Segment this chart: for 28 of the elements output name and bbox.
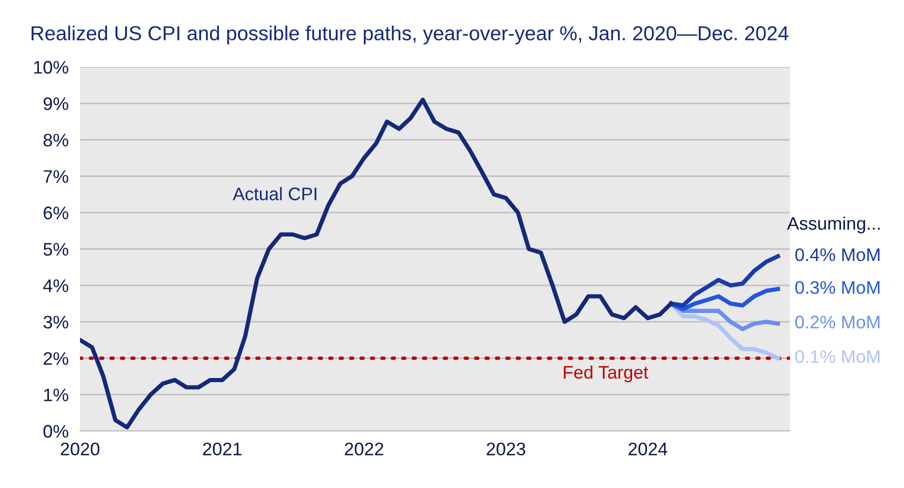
x-tick-label: 2020	[60, 442, 100, 456]
x-tick-label: 2021	[203, 442, 242, 456]
series-label: 0.1% MoM	[795, 350, 880, 364]
y-tick-label: 8%	[44, 134, 68, 147]
series-label: 0.4% MoM	[795, 248, 880, 262]
line-series	[669, 254, 780, 308]
y-tick-label: 0%	[44, 424, 68, 438]
y-tick-label: 2%	[44, 352, 68, 365]
y-tick-label: 3%	[43, 316, 68, 329]
series-label: 0.3% MoM	[795, 281, 880, 294]
y-tick-label: 6%	[44, 206, 68, 220]
x-tick-label: 2024	[628, 442, 668, 456]
annotation: Assuming...	[787, 216, 880, 234]
y-tick-label: 5%	[44, 243, 68, 256]
series-label: 0.2% MoM	[795, 316, 880, 328]
y-tick-label: 10%	[34, 60, 68, 74]
x-tick-label: 2022	[344, 442, 384, 456]
ref-line-label: Fed Target	[564, 365, 648, 382]
y-tick-label: 4%	[43, 279, 68, 292]
line-series	[80, 98, 674, 430]
y-tick-label: 9%	[44, 97, 68, 110]
series-label: Actual CPI	[232, 187, 316, 200]
y-tick-label: 1%	[44, 388, 68, 402]
line-series	[669, 302, 780, 360]
line-series	[669, 286, 780, 312]
y-tick-label: 7%	[44, 170, 68, 183]
x-tick-label: 2023	[486, 442, 526, 456]
chart-title: Realized US CPI and possible future paths, year-over-year %, Jan. 2020—Dec. 2024	[32, 26, 788, 44]
